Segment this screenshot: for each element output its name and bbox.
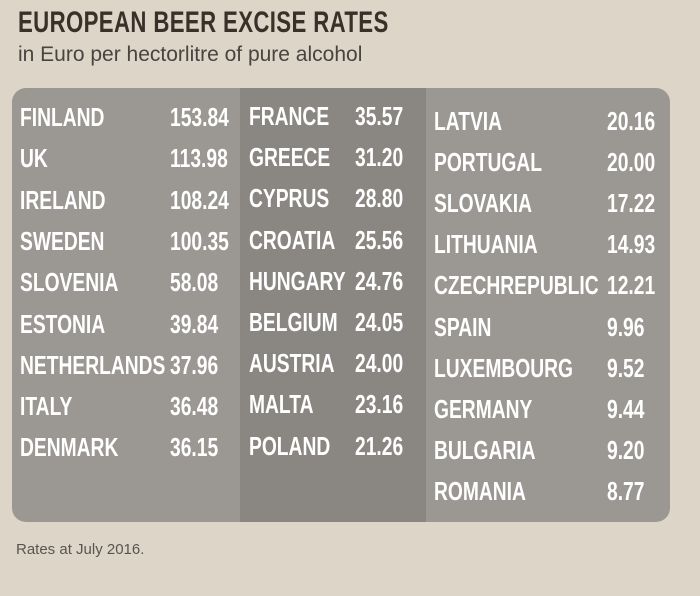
excise-rate: 58.08	[170, 267, 219, 298]
country-name: LITHUANIA	[434, 229, 538, 260]
country-name: BULGARIA	[434, 434, 536, 465]
country-name: FRANCE	[249, 101, 330, 131]
country-name: IRELAND	[20, 184, 106, 215]
footnote: Rates at July 2016.	[16, 541, 145, 558]
country-name: HUNGARY	[249, 265, 346, 296]
excise-rate: 9.96	[607, 311, 645, 342]
excise-rate: 14.93	[607, 229, 656, 260]
country-name: CZECHREPUBLIC	[434, 270, 599, 301]
country-name: NETHERLANDS	[20, 349, 166, 380]
country-name: FINLAND	[20, 102, 105, 132]
country-name: ROMANIA	[434, 475, 526, 506]
excise-rate: 39.84	[170, 308, 219, 339]
country-name: MALTA	[249, 389, 314, 420]
excise-rate: 36.15	[170, 432, 219, 463]
country-name: BELGIUM	[249, 307, 338, 337]
country-name: LUXEMBOURG	[434, 352, 573, 383]
excise-rate: 25.56	[355, 224, 404, 255]
excise-rate: 12.21	[607, 270, 656, 301]
country-name: DENMARK	[20, 432, 119, 463]
excise-rate: 28.80	[355, 183, 404, 214]
excise-rate: 8.77	[607, 475, 645, 506]
excise-rate: 20.16	[607, 106, 656, 136]
excise-rate: 31.20	[355, 142, 404, 173]
excise-rate: 100.35	[170, 225, 229, 256]
title: EUROPEAN BEER EXCISE RATES	[18, 6, 389, 39]
excise-rate: 37.96	[170, 349, 219, 380]
country-name: UK	[20, 143, 48, 174]
country-name: SLOVAKIA	[434, 188, 532, 219]
excise-rate: 24.76	[355, 265, 404, 296]
country-name: SPAIN	[434, 311, 492, 342]
column-band	[240, 88, 426, 522]
country-name: ESTONIA	[20, 308, 106, 339]
country-name: SWEDEN	[20, 225, 105, 256]
table-panel: FINLAND 153.84 UK 113.98 IRELAND 108.24 SWEDEN…	[12, 88, 670, 522]
excise-rate: 108.24	[170, 184, 229, 215]
subtitle: in Euro per hectorlitre of pure alcohol	[18, 43, 363, 66]
excise-rate: 153.84	[170, 102, 229, 132]
excise-rate: 36.48	[170, 391, 219, 422]
excise-rate: 113.98	[170, 143, 228, 174]
excise-rate: 21.26	[355, 430, 404, 461]
country-name: CYPRUS	[249, 183, 330, 214]
country-name: POLAND	[249, 430, 331, 461]
excise-rate: 24.05	[355, 307, 404, 337]
country-name: AUSTRIA	[249, 348, 335, 379]
excise-rate: 9.20	[607, 434, 645, 465]
country-name: ITALY	[20, 391, 73, 422]
excise-rate: 20.00	[607, 147, 656, 178]
country-name: SLOVENIA	[20, 267, 119, 298]
excise-rate: 17.22	[607, 188, 656, 219]
country-name: CROATIA	[249, 224, 336, 255]
excise-rate: 23.16	[355, 389, 404, 420]
excise-rate: 24.00	[355, 348, 404, 379]
country-name: GERMANY	[434, 393, 533, 424]
country-name: GREECE	[249, 142, 331, 173]
excise-rate: 9.44	[607, 393, 645, 424]
excise-rate: 9.52	[607, 352, 645, 383]
excise-rate: 35.57	[355, 101, 404, 131]
country-name: PORTUGAL	[434, 147, 542, 178]
country-name: LATVIA	[434, 106, 503, 136]
